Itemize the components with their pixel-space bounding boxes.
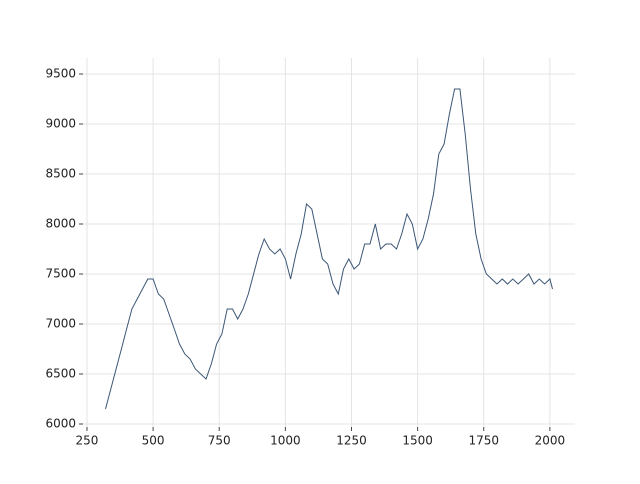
y-tick-label: 9500 [45,67,76,81]
x-tick-label: 750 [208,434,231,448]
y-tick-label: 6000 [45,417,76,431]
y-tick-label: 6500 [45,367,76,381]
y-tick-label: 7500 [45,267,76,281]
x-tick-label: 1500 [402,434,433,448]
y-tick-label: 8500 [45,167,76,181]
x-tick-label: 1250 [336,434,367,448]
x-tick-label: 1750 [468,434,499,448]
y-tick-label: 8000 [45,217,76,231]
line [105,88,553,410]
x-tick-label: 2000 [535,434,566,448]
y-tick-label: 9000 [45,117,76,131]
y-tick-label: 7000 [45,317,76,331]
x-tick-label: 1000 [270,434,301,448]
x-tick-label: 250 [76,434,99,448]
x-tick-label: 500 [142,434,165,448]
